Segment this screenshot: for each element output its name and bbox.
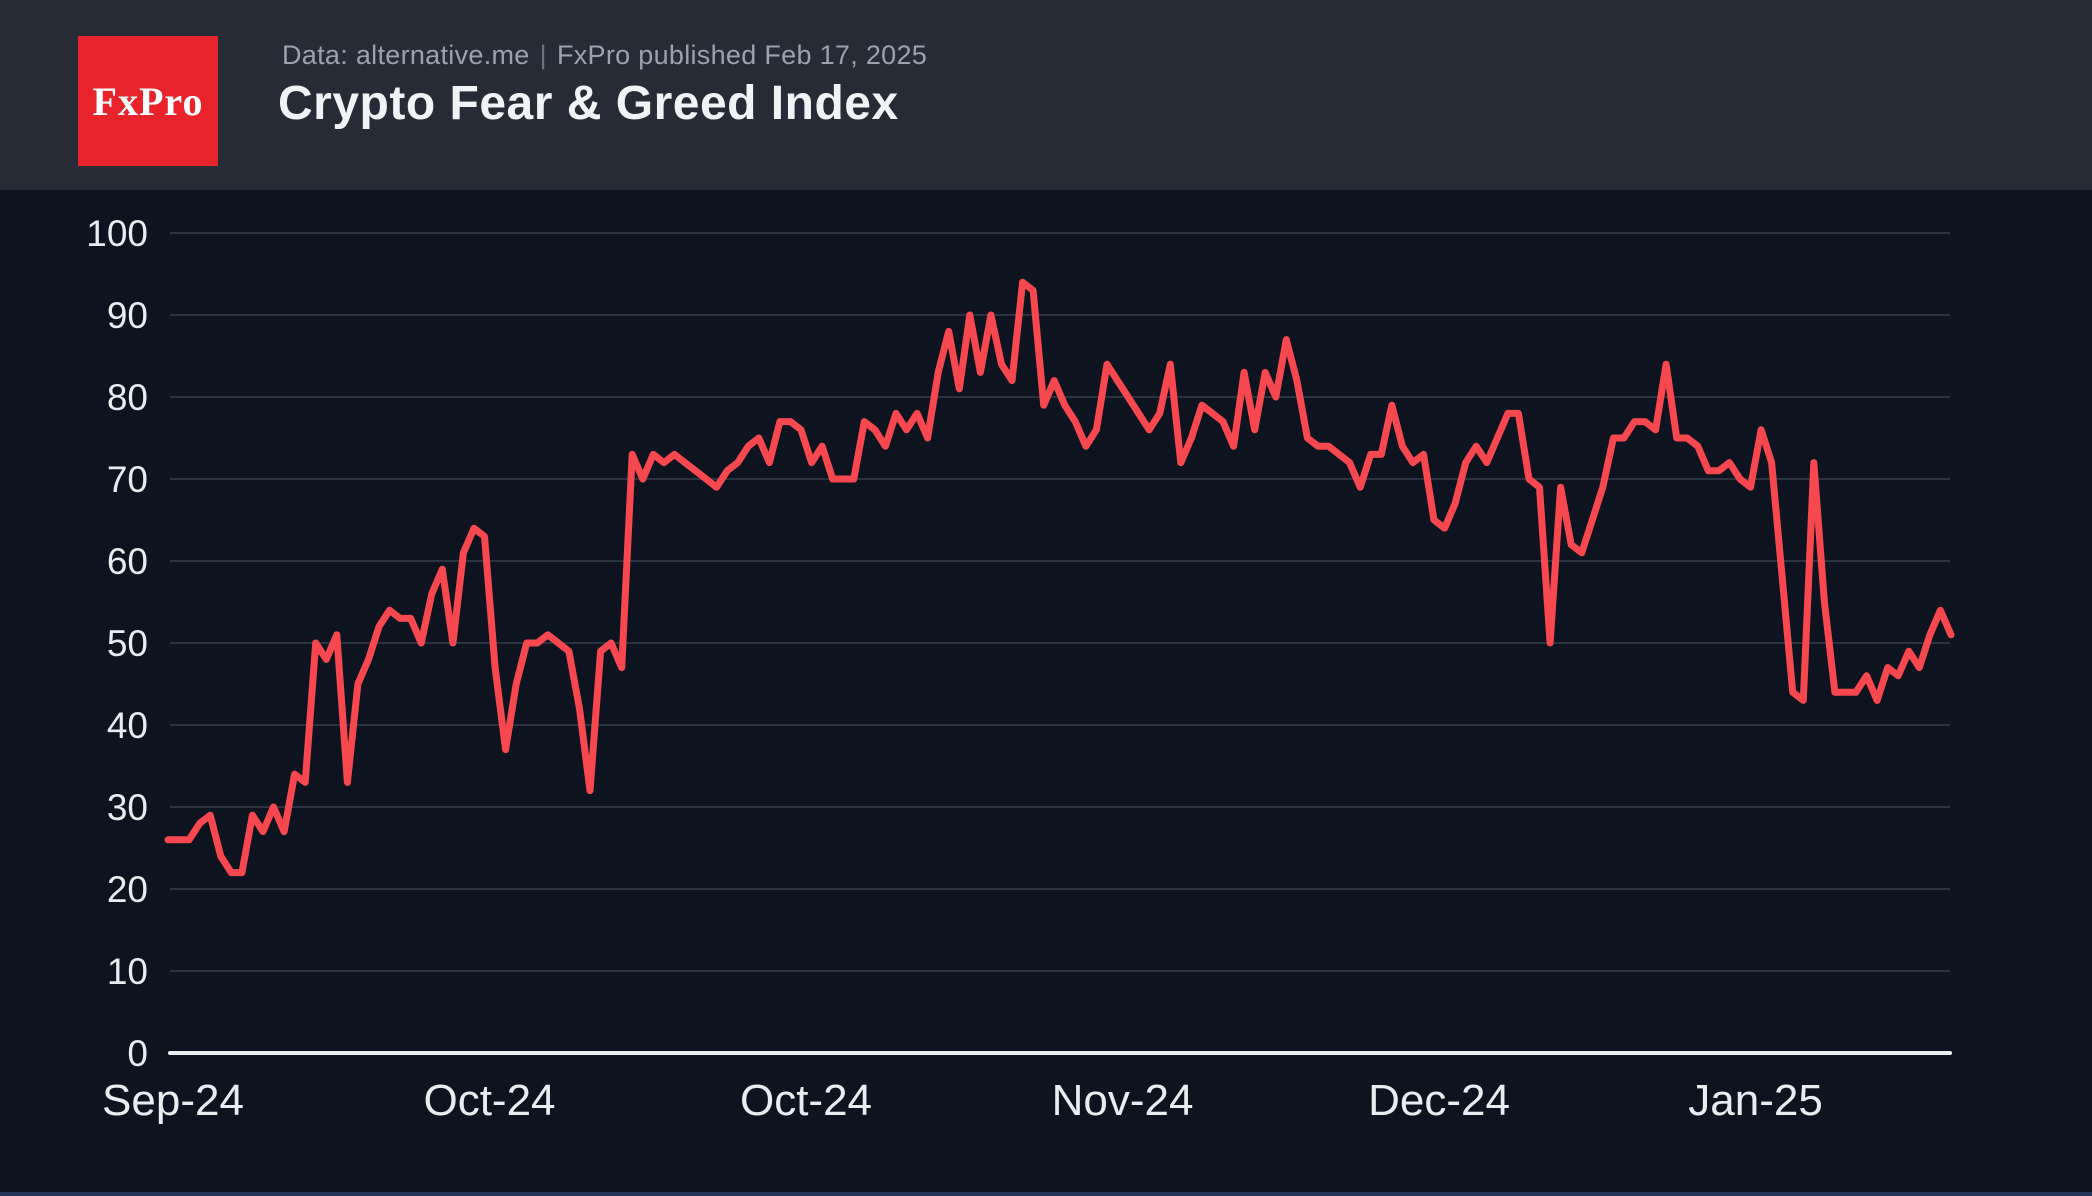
fxpro-logo-text: FxPro — [92, 78, 204, 124]
y-tick-label: 20 — [107, 869, 148, 910]
x-tick-label: Dec-24 — [1368, 1076, 1510, 1125]
y-tick-label: 50 — [107, 623, 148, 664]
y-tick-label: 90 — [107, 295, 148, 336]
y-tick-label: 30 — [107, 787, 148, 828]
x-tick-label: Oct-24 — [423, 1076, 555, 1125]
source-separator: | — [539, 40, 547, 70]
source-data: Data: alternative.me — [282, 40, 530, 70]
source-line: Data: alternative.me | FxPro published Feb… — [282, 40, 927, 71]
x-tick-label: Jan-25 — [1688, 1076, 1823, 1125]
source-published: FxPro published Feb 17, 2025 — [556, 40, 928, 70]
bottom-accent-bar — [0, 1192, 2092, 1196]
chart-area: 0 10 20 30 40 50 60 70 80 90 100 Sep-24 Oct-24 Oct-24… — [0, 190, 2092, 1196]
x-tick-label: Oct-24 — [740, 1076, 872, 1125]
x-tick-label: Sep-24 — [102, 1076, 244, 1125]
y-tick-label: 70 — [107, 459, 148, 500]
fxpro-logo: FxPro — [78, 36, 218, 166]
header: FxPro Data: alternative.me | FxPro publish… — [0, 0, 2092, 190]
chart-svg: 0 10 20 30 40 50 60 70 80 90 100 Sep-24 Oct-24 Oct-24… — [86, 213, 1955, 1125]
y-tick-label: 60 — [107, 541, 148, 582]
y-tick-label: 40 — [107, 705, 148, 746]
fear-greed-index-line — [164, 278, 1955, 877]
y-tick-label: 10 — [107, 951, 148, 992]
chart-title: Crypto Fear & Greed Index — [278, 77, 899, 130]
y-tick-label: 80 — [107, 377, 148, 418]
x-tick-label: Nov-24 — [1052, 1076, 1194, 1125]
y-tick-label: 100 — [86, 213, 148, 254]
y-tick-label: 0 — [127, 1033, 148, 1074]
